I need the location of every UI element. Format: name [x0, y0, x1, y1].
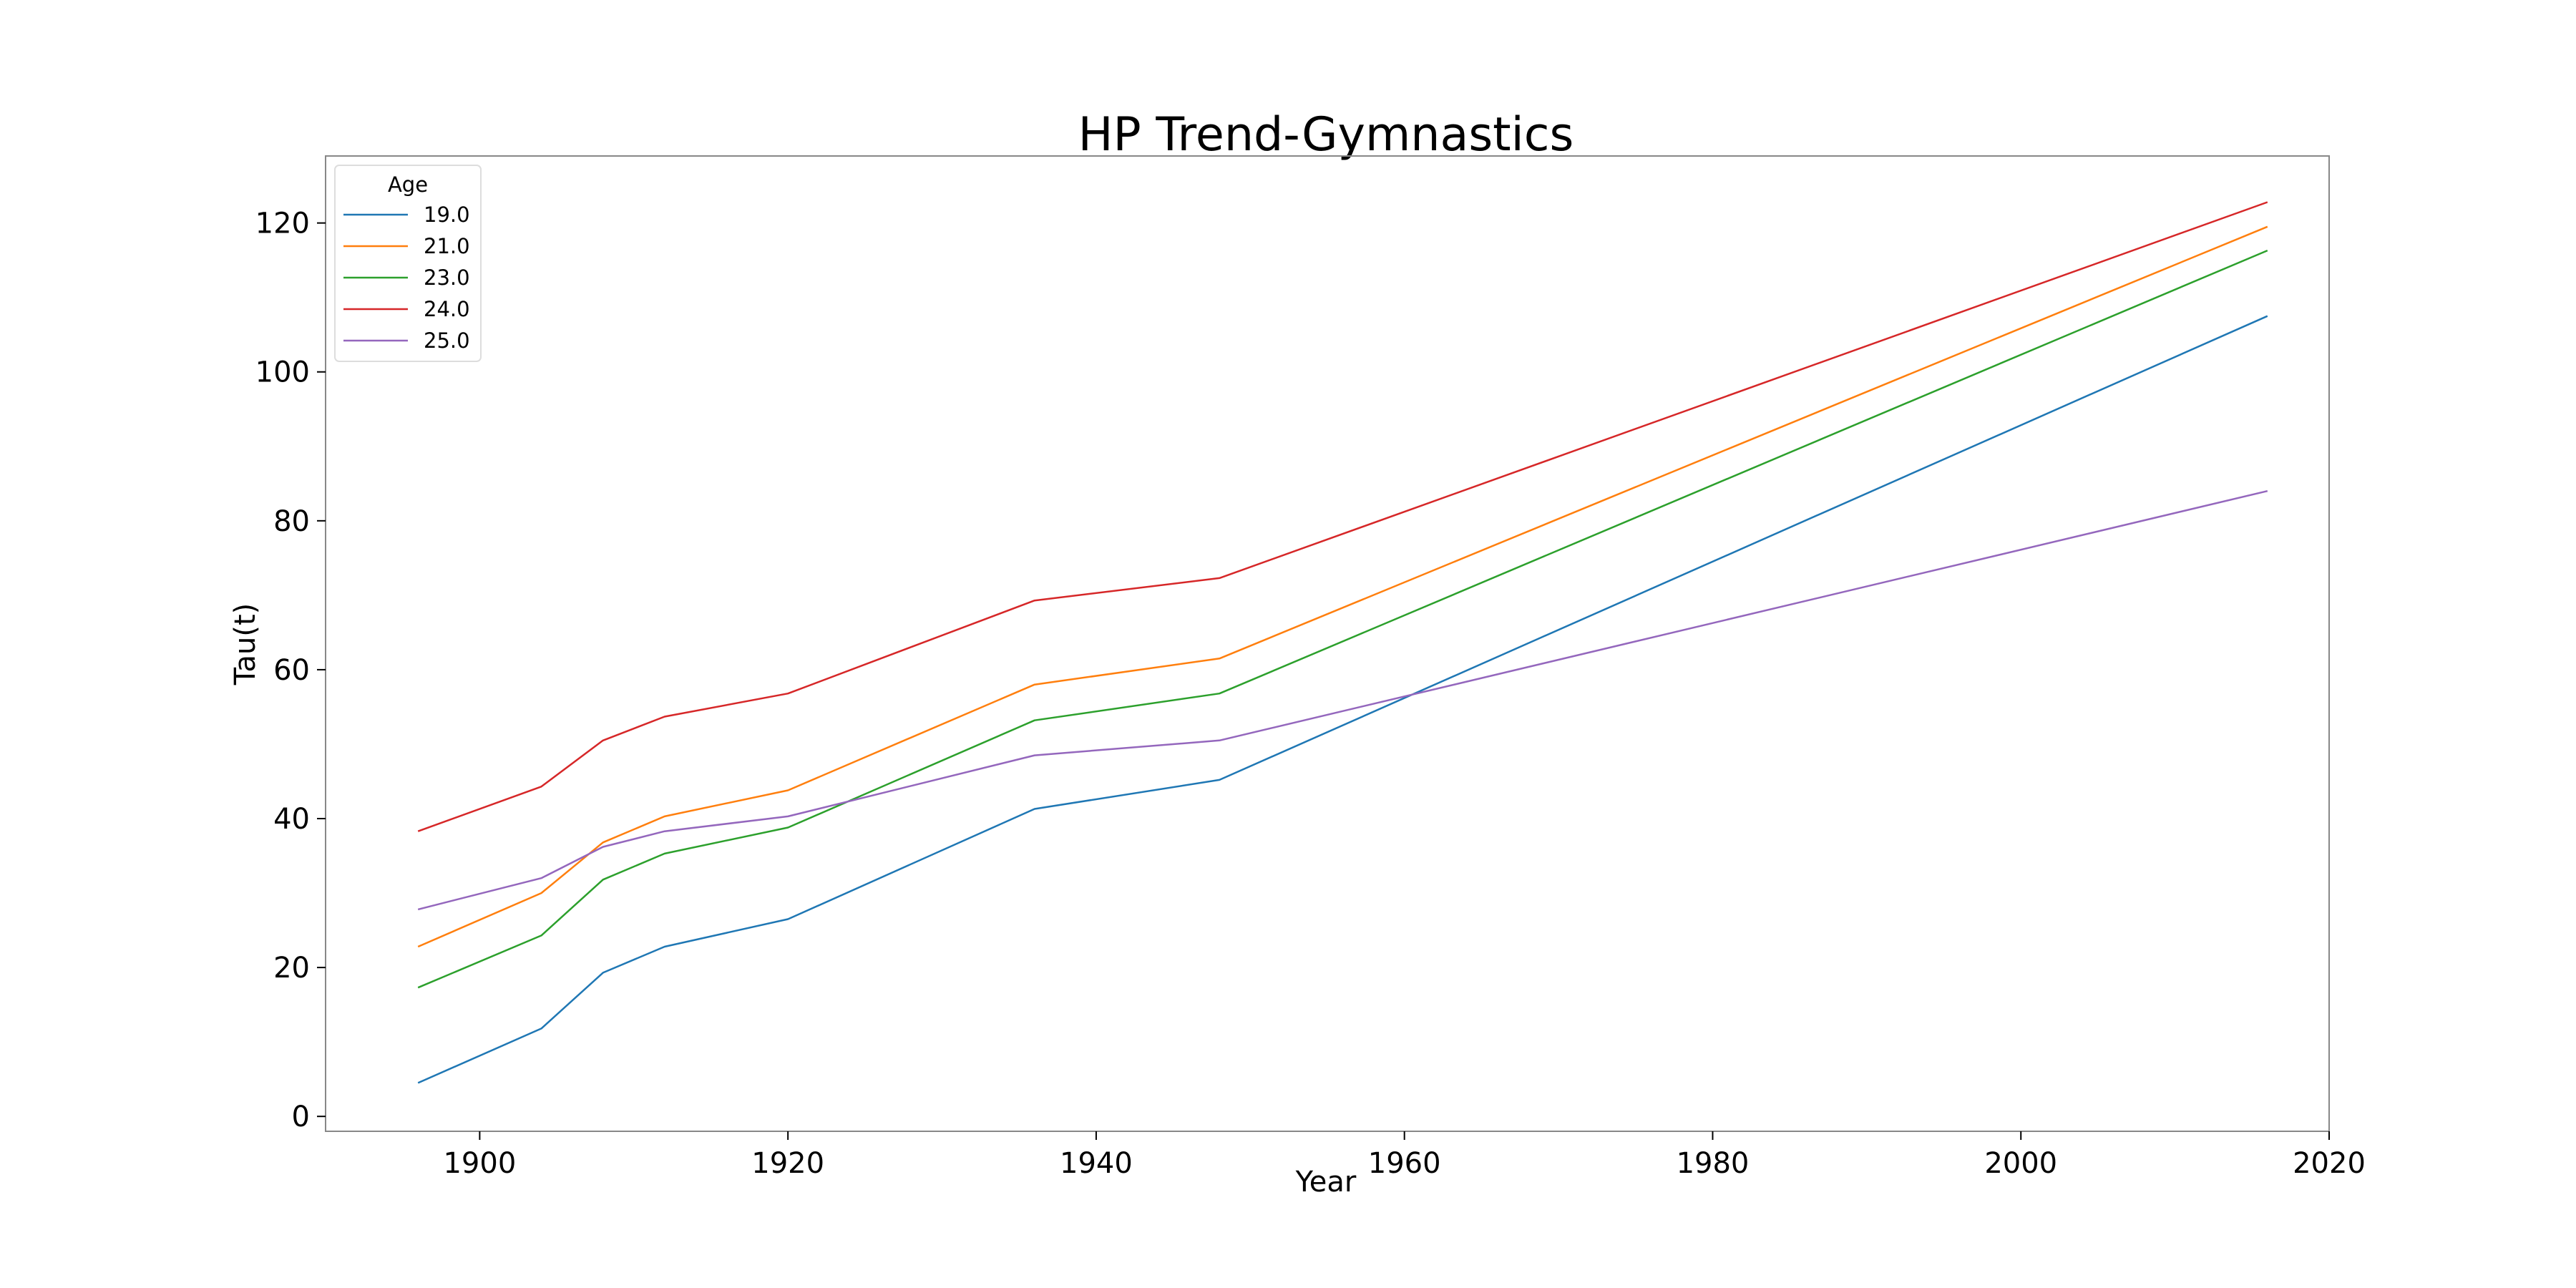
legend-label: 19.0	[424, 203, 470, 227]
y-tick-label: 20	[273, 952, 310, 985]
x-tick-label: 2000	[1984, 1147, 2057, 1180]
series-line-21.0	[417, 225, 2268, 948]
y-tick-label: 120	[255, 208, 310, 240]
x-tick-label: 1900	[443, 1147, 516, 1180]
legend: Age 19.0 21.0 23.0 24.0 25.0	[334, 165, 482, 362]
y-tick-label: 100	[255, 356, 310, 389]
series-lines	[417, 201, 2268, 1084]
series-line-24.0	[417, 201, 2268, 832]
x-tick-label: 1960	[1368, 1147, 1441, 1180]
legend-label: 25.0	[424, 328, 470, 353]
x-tick-label: 1980	[1677, 1147, 1750, 1180]
x-tick-label: 1940	[1060, 1147, 1133, 1180]
y-axis: 0 20 40 60 80 100 120	[255, 208, 326, 1133]
x-axis-title: Year	[1295, 1166, 1357, 1199]
series-line-25.0	[417, 489, 2268, 911]
legend-title: Age	[388, 172, 428, 197]
legend-label: 23.0	[424, 265, 470, 290]
y-tick-label: 60	[273, 654, 310, 687]
x-axis: 1900 1920 1940 1960 1980 2000 2020	[443, 1131, 2366, 1180]
y-axis-title: Tau(t)	[229, 603, 262, 686]
x-tick-label: 1920	[751, 1147, 824, 1180]
x-tick-label: 2020	[2293, 1147, 2366, 1180]
y-tick-label: 40	[273, 803, 310, 836]
plot-area	[325, 155, 2330, 1132]
series-line-19.0	[417, 315, 2268, 1084]
series-line-23.0	[417, 249, 2268, 989]
legend-label: 24.0	[424, 297, 470, 321]
legend-items: 19.0 21.0 23.0 24.0 25.0	[343, 203, 470, 353]
legend-label: 21.0	[424, 234, 470, 258]
chart-title: HP Trend-Gymnastics	[1078, 108, 1574, 162]
y-tick-label: 0	[292, 1101, 310, 1133]
y-tick-label: 80	[273, 505, 310, 538]
